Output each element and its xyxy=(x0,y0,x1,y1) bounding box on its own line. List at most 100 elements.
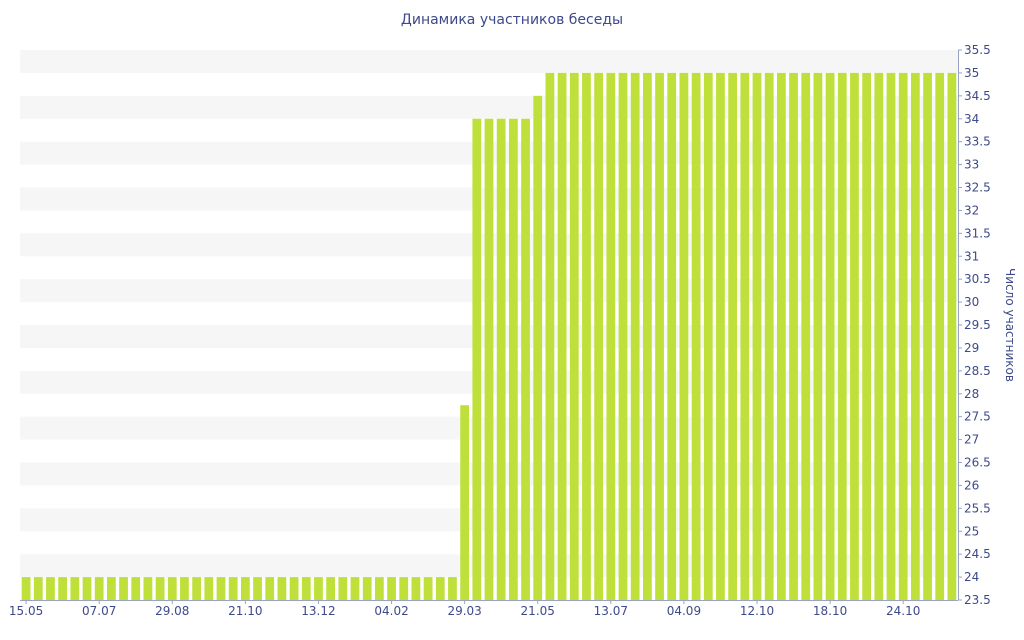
y-tick-label: 26 xyxy=(964,478,979,492)
bar xyxy=(362,577,372,600)
bar xyxy=(716,72,725,600)
bar xyxy=(94,577,104,600)
bar xyxy=(46,577,55,600)
bar xyxy=(862,72,872,600)
bar xyxy=(691,72,701,600)
y-tick-label: 26.5 xyxy=(964,456,991,470)
x-tick-label: 18.10 xyxy=(813,604,847,618)
x-tick-label: 13.07 xyxy=(594,604,628,618)
bar xyxy=(277,577,287,600)
bar xyxy=(167,577,177,600)
bar xyxy=(667,72,677,600)
bar xyxy=(655,72,664,600)
bar xyxy=(521,118,530,600)
bar xyxy=(326,577,336,600)
bar xyxy=(947,72,957,600)
x-tick-label: 21.10 xyxy=(228,604,262,618)
bar xyxy=(764,72,774,600)
bar xyxy=(874,72,884,600)
y-tick-label: 33 xyxy=(964,158,979,172)
bar xyxy=(813,72,823,600)
x-tick-label: 29.03 xyxy=(447,604,481,618)
bar xyxy=(143,577,153,600)
bar xyxy=(399,577,409,600)
x-tick-label: 21.05 xyxy=(521,604,555,618)
bar xyxy=(837,72,847,600)
y-tick-label: 32.5 xyxy=(964,181,991,195)
bar xyxy=(923,72,932,600)
y-axis-label: Число участников xyxy=(1003,268,1017,382)
bar xyxy=(594,72,604,600)
bar xyxy=(131,577,141,600)
bar xyxy=(265,577,275,600)
bar xyxy=(789,72,798,600)
bar xyxy=(240,577,250,600)
bar xyxy=(289,577,299,600)
y-tick-label: 29 xyxy=(964,341,979,355)
bar xyxy=(533,95,543,600)
y-tick-label: 28.5 xyxy=(964,364,991,378)
bars-group xyxy=(21,72,957,600)
x-axis-ticks: 15.05 07.07 29.08 21.10 13.12 04.02 29.03 21.05… xyxy=(9,600,920,618)
bar xyxy=(204,577,214,600)
y-tick-label: 24.5 xyxy=(964,547,991,561)
bar xyxy=(314,577,323,600)
bar xyxy=(387,577,396,600)
bar xyxy=(545,72,555,600)
bar xyxy=(253,577,262,600)
x-tick-label: 29.08 xyxy=(155,604,189,618)
bar xyxy=(58,577,68,600)
bar xyxy=(642,72,652,600)
bar xyxy=(216,577,226,600)
bar xyxy=(496,118,506,600)
bar xyxy=(301,577,311,600)
y-tick-label: 27.5 xyxy=(964,410,991,424)
bar xyxy=(21,577,31,600)
bar xyxy=(106,577,116,600)
bar xyxy=(582,72,591,600)
bar xyxy=(825,72,835,600)
y-tick-label: 23.5 xyxy=(964,593,991,607)
bar xyxy=(898,72,908,600)
bar xyxy=(752,72,762,600)
bar xyxy=(423,577,433,600)
bar xyxy=(119,577,128,600)
y-tick-label: 34.5 xyxy=(964,89,991,103)
x-tick-label: 04.02 xyxy=(374,604,408,618)
bar xyxy=(801,72,811,600)
bar xyxy=(374,577,384,600)
y-tick-label: 31 xyxy=(964,249,979,263)
y-tick-label: 35.5 xyxy=(964,43,991,57)
y-tick-label: 25 xyxy=(964,524,979,538)
grid-band xyxy=(20,50,958,73)
bar xyxy=(484,118,494,600)
y-tick-label: 33.5 xyxy=(964,135,991,149)
y-tick-label: 35 xyxy=(964,66,979,80)
bar xyxy=(728,72,738,600)
bar xyxy=(155,577,165,600)
x-tick-label: 04.09 xyxy=(667,604,701,618)
y-tick-label: 31.5 xyxy=(964,226,991,240)
bar xyxy=(740,72,750,600)
bar xyxy=(472,118,482,600)
y-axis-ticks: 23.5 24 24.5 25 25.5 26 26.5 27 27.5 28 28.5 29 29.5… xyxy=(958,43,991,607)
bar xyxy=(70,577,80,600)
bar xyxy=(557,72,567,600)
bar xyxy=(679,72,689,600)
y-tick-label: 30 xyxy=(964,295,979,309)
bar xyxy=(435,577,445,600)
bar xyxy=(228,577,238,600)
bar xyxy=(850,72,859,600)
bar xyxy=(630,72,640,600)
chart-title: Динамика участников беседы xyxy=(400,12,624,28)
y-tick-label: 32 xyxy=(964,203,979,217)
bar xyxy=(703,72,713,600)
y-tick-label: 25.5 xyxy=(964,501,991,515)
bar xyxy=(192,577,202,600)
bar xyxy=(886,72,896,600)
y-tick-label: 24 xyxy=(964,570,979,584)
bar xyxy=(910,72,920,600)
bar xyxy=(33,577,43,600)
y-tick-label: 29.5 xyxy=(964,318,991,332)
